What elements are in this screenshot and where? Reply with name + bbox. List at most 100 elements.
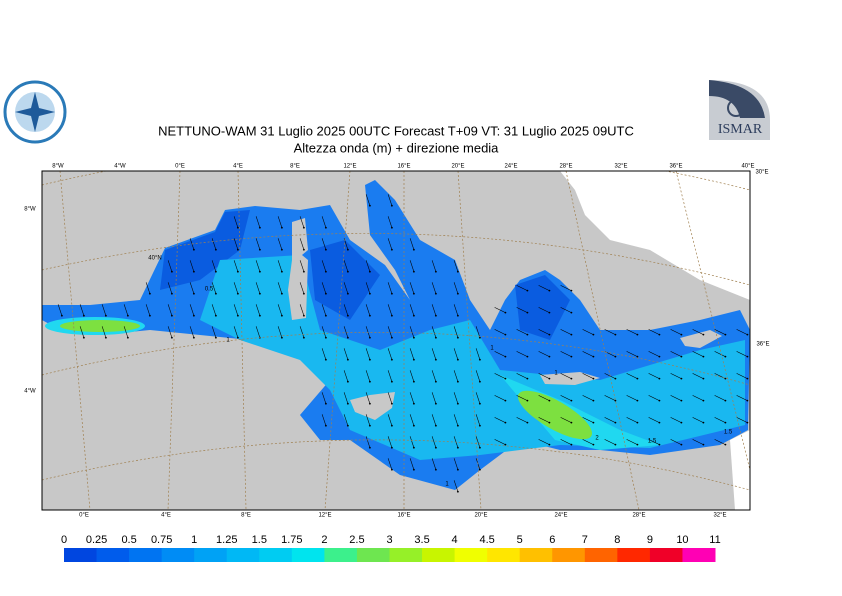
top-lon-label: 32°E	[614, 164, 627, 170]
arrow	[431, 414, 437, 426]
arrow	[255, 216, 261, 228]
colorbar-label: 0.25	[86, 534, 107, 546]
arrow-head	[390, 424, 393, 427]
arrow	[233, 238, 239, 250]
arrow-head	[82, 336, 85, 339]
arrow	[692, 395, 704, 401]
top-lon-label: 12°E	[343, 164, 356, 170]
arrow	[365, 436, 371, 448]
colorbar-label: 1	[191, 534, 197, 546]
arrow	[343, 260, 349, 272]
arrow	[255, 238, 261, 250]
arrow-head	[614, 377, 617, 380]
arrow	[736, 395, 748, 401]
arrow	[626, 395, 638, 401]
arrow	[299, 282, 305, 294]
arrow-head	[504, 399, 507, 402]
arrow	[79, 326, 85, 338]
arrow-head	[570, 333, 573, 336]
arrow-head	[680, 377, 683, 380]
arrow	[582, 373, 594, 379]
colorbar: 0 0.25 0.5 0.75 1 1.25 1.5 1.75 2 2.5 3 3.5 4 4.5 5 6 7 8…	[61, 534, 721, 562]
colorbar-box	[356, 548, 390, 562]
arrow	[560, 285, 572, 291]
arrow-head	[412, 468, 415, 471]
arrow-head	[526, 421, 529, 424]
arrow	[453, 392, 459, 404]
arrow-head	[456, 468, 459, 471]
arrow	[277, 282, 283, 294]
arrow-head	[614, 443, 617, 446]
arrow-head	[236, 314, 239, 317]
arrow	[648, 373, 660, 379]
arrow	[475, 370, 481, 382]
arrow-head	[280, 270, 283, 273]
arrow	[582, 395, 594, 401]
arrow-head	[680, 421, 683, 424]
arrow	[343, 414, 349, 426]
arrow-head	[680, 355, 683, 358]
lat-label: 40°N	[148, 256, 161, 262]
arrow	[560, 395, 572, 401]
arrow-head	[368, 380, 371, 383]
arrow-head	[478, 336, 481, 339]
arrow-head	[412, 358, 415, 361]
arrow	[714, 439, 726, 445]
arrow-head	[236, 270, 239, 273]
arrow-head	[214, 292, 217, 295]
arrow-head	[456, 314, 459, 317]
arrow	[409, 414, 415, 426]
arrow-head	[236, 248, 239, 251]
arrow	[167, 282, 173, 294]
arrow	[494, 307, 506, 313]
arrow	[365, 194, 371, 206]
contour-label: 2	[595, 436, 599, 442]
arrow-head	[192, 336, 195, 339]
arrow	[431, 458, 437, 470]
arrow-head	[236, 336, 239, 339]
arrow	[648, 439, 660, 445]
colorbar-box	[454, 548, 488, 562]
arrow	[277, 216, 283, 228]
arrow-head	[434, 402, 437, 405]
arrow-head	[570, 421, 573, 424]
arrow-head	[280, 248, 283, 251]
arrow	[453, 458, 459, 470]
colorbar-label: 4.5	[480, 534, 495, 546]
colorbar-box	[226, 548, 260, 562]
arrow-head	[724, 333, 727, 336]
arrow	[365, 282, 371, 294]
arrow-head	[724, 355, 727, 358]
arrow-head	[680, 399, 683, 402]
colorbar-box	[649, 548, 683, 562]
bottom-lon-label: 12°E	[318, 513, 331, 519]
arrow	[299, 216, 305, 228]
arrow-head	[658, 443, 661, 446]
arrow-head	[346, 292, 349, 295]
arrow-head	[456, 380, 459, 383]
arrow	[387, 348, 393, 360]
arrow	[453, 348, 459, 360]
arrow-head	[390, 314, 393, 317]
arrow	[494, 329, 506, 335]
bottom-lon-label: 16°E	[397, 513, 410, 519]
arrow-head	[478, 358, 481, 361]
arrow	[409, 282, 415, 294]
arrow-head	[60, 314, 63, 317]
graticule	[42, 171, 750, 510]
arrow	[538, 395, 550, 401]
arrow	[516, 307, 528, 313]
arrow	[560, 329, 572, 335]
arrow	[736, 351, 748, 357]
arrow	[604, 439, 616, 445]
colorbar-box	[519, 548, 553, 562]
bottom-lon-label: 8°E	[241, 513, 251, 519]
arrow-head	[302, 292, 305, 295]
arrow	[321, 260, 327, 272]
colorbar-box	[161, 548, 195, 562]
arrow	[409, 304, 415, 316]
arrow	[670, 417, 682, 423]
colorbar-label: 2	[321, 534, 327, 546]
arrow-head	[368, 204, 371, 207]
